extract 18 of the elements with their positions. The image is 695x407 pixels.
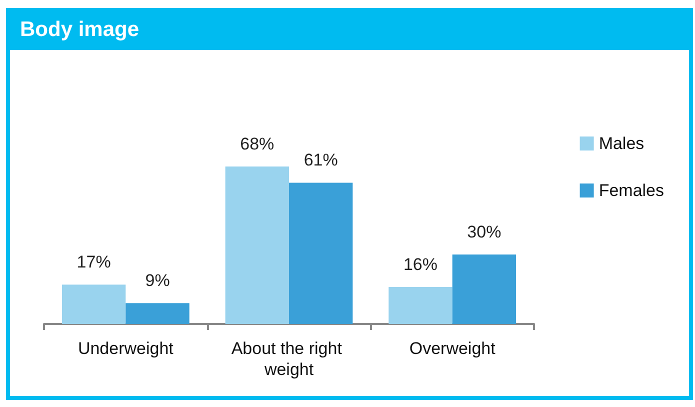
data-label: 9% [145,271,170,290]
data-label: 68% [240,134,274,154]
bar [62,284,126,324]
x-tick-label: About the right weight [231,339,347,379]
data-label: 61% [304,150,338,170]
data-label: 30% [467,222,502,242]
x-tick-label: Underweight [78,339,174,358]
legend-label: Males [598,134,644,153]
bar [126,303,190,324]
x-tick-label: Overweight [409,339,496,358]
bar [452,254,516,324]
bar [289,182,353,324]
bar [225,166,289,324]
chart-title: Body image [10,8,689,50]
bar [388,286,452,324]
data-label: 17% [76,252,111,272]
legend-label: Females [598,181,664,200]
data-label: 16% [403,254,438,274]
